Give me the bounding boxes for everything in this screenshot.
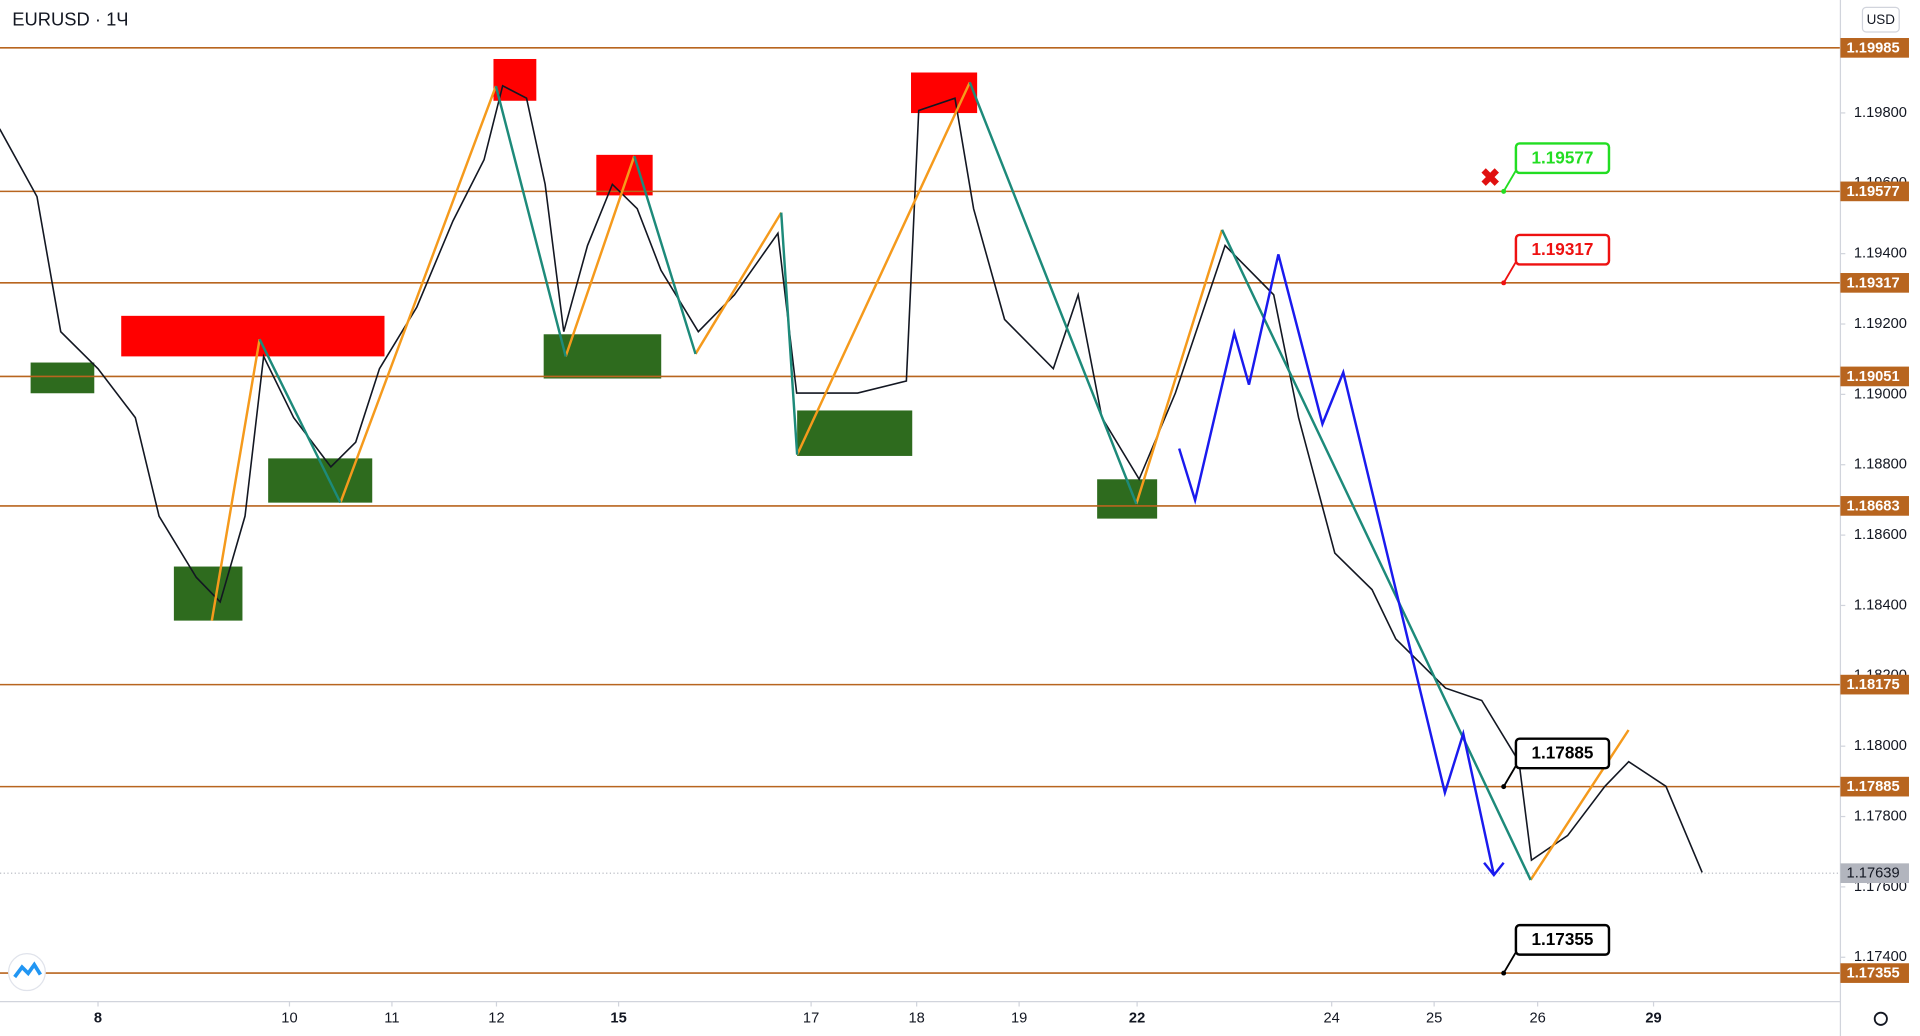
supply-zone bbox=[121, 315, 385, 357]
level-tag bbox=[1840, 496, 1909, 516]
level-tag bbox=[1840, 366, 1909, 387]
last-price-tag bbox=[1840, 863, 1909, 884]
level-tag bbox=[1840, 674, 1909, 695]
callout-anchor bbox=[1501, 970, 1507, 976]
callout-label: 1.19317 bbox=[1531, 239, 1593, 259]
callout-box bbox=[1514, 142, 1611, 175]
x-tick-label: 12 bbox=[488, 1011, 504, 1027]
x-tick-label: 17 bbox=[803, 1011, 819, 1027]
x-tick-label: 26 bbox=[1529, 1011, 1545, 1027]
level-tag bbox=[1840, 963, 1909, 983]
logo bbox=[13, 961, 42, 979]
demand-zone bbox=[268, 458, 373, 503]
currency: USD bbox=[1867, 12, 1896, 27]
axes: 1.174001.176001.178001.180001.182001.184… bbox=[94, 38, 1909, 1027]
y-tick-label: 1.17800 bbox=[1854, 808, 1907, 824]
level-label: 1.19317 bbox=[1847, 275, 1900, 291]
zigzag-up bbox=[210, 81, 1630, 881]
x-tick-label: 29 bbox=[1645, 1011, 1661, 1027]
callouts: 1.19577 1.19317 1.17885 1.17355 bbox=[1501, 142, 1611, 976]
zones bbox=[30, 58, 1158, 621]
level-label: 1.19051 bbox=[1847, 369, 1900, 385]
level-tag bbox=[1840, 181, 1909, 202]
demand-zone bbox=[173, 566, 243, 621]
demand-zone bbox=[797, 410, 913, 456]
level-label: 1.17885 bbox=[1847, 779, 1900, 795]
x-tick-label: 11 bbox=[384, 1011, 399, 1027]
callout-label: 1.19577 bbox=[1531, 147, 1593, 167]
x-tick-label: 10 bbox=[281, 1011, 297, 1027]
x-tick-label: 8 bbox=[94, 1011, 102, 1027]
x-tick-label: 18 bbox=[908, 1011, 924, 1027]
callout-anchor bbox=[1501, 280, 1507, 286]
demand-zone bbox=[30, 362, 95, 394]
levels bbox=[0, 47, 1841, 974]
level-label: 1.17355 bbox=[1847, 966, 1900, 982]
y-tick-label: 1.18400 bbox=[1854, 597, 1907, 613]
level-tag bbox=[1840, 776, 1909, 797]
y-tick-label: 1.17400 bbox=[1854, 949, 1907, 965]
y-tick-label: 1.18000 bbox=[1854, 738, 1907, 754]
chart-title: EURUSD · 1Ч bbox=[12, 9, 128, 30]
zigzag-down bbox=[258, 81, 1532, 881]
callout-pointer bbox=[1502, 951, 1517, 974]
last-price-label: 1.17639 bbox=[1847, 866, 1900, 882]
x-tick-label: 25 bbox=[1426, 1011, 1442, 1027]
y-tick-label: 1.19000 bbox=[1854, 386, 1907, 402]
level-label: 1.18175 bbox=[1847, 677, 1900, 693]
y-tick-label: 1.19400 bbox=[1854, 246, 1907, 262]
callout-pointer bbox=[1502, 765, 1517, 788]
callout-box bbox=[1514, 233, 1611, 266]
level-label: 1.19985 bbox=[1847, 40, 1900, 56]
callout-box bbox=[1514, 737, 1611, 770]
level-tag bbox=[1840, 38, 1909, 58]
currency-box[interactable] bbox=[1861, 6, 1900, 33]
demand-zone bbox=[1097, 479, 1158, 519]
y-tick-label: 1.19800 bbox=[1854, 105, 1907, 121]
y-tick-label: 1.18600 bbox=[1854, 527, 1907, 543]
demand-zone bbox=[543, 334, 662, 379]
level-tag bbox=[1840, 273, 1909, 293]
callout-pointer bbox=[1502, 261, 1517, 284]
supply-zone bbox=[911, 72, 978, 114]
callout-pointer bbox=[1502, 170, 1517, 192]
level-label: 1.18683 bbox=[1847, 498, 1900, 514]
callout-anchor bbox=[1501, 784, 1507, 790]
y-tick-label: 1.18800 bbox=[1854, 457, 1907, 473]
x-tick-label: 19 bbox=[1011, 1011, 1027, 1027]
settings-icon[interactable] bbox=[1873, 1011, 1888, 1026]
y-tick-label: 1.19200 bbox=[1854, 316, 1907, 332]
callout-label: 1.17355 bbox=[1531, 929, 1593, 949]
callout-box bbox=[1514, 923, 1611, 956]
x-tick-label: 24 bbox=[1324, 1011, 1340, 1027]
callout-anchor bbox=[1501, 188, 1507, 194]
zigzags bbox=[210, 81, 1630, 881]
callout-label: 1.17885 bbox=[1531, 743, 1593, 763]
x-tick-label: 22 bbox=[1129, 1011, 1145, 1027]
cross-mark: ✖ bbox=[1480, 165, 1501, 192]
projection bbox=[1178, 254, 1505, 877]
level-label: 1.19577 bbox=[1847, 184, 1900, 200]
x-tick-label: 15 bbox=[610, 1011, 626, 1027]
